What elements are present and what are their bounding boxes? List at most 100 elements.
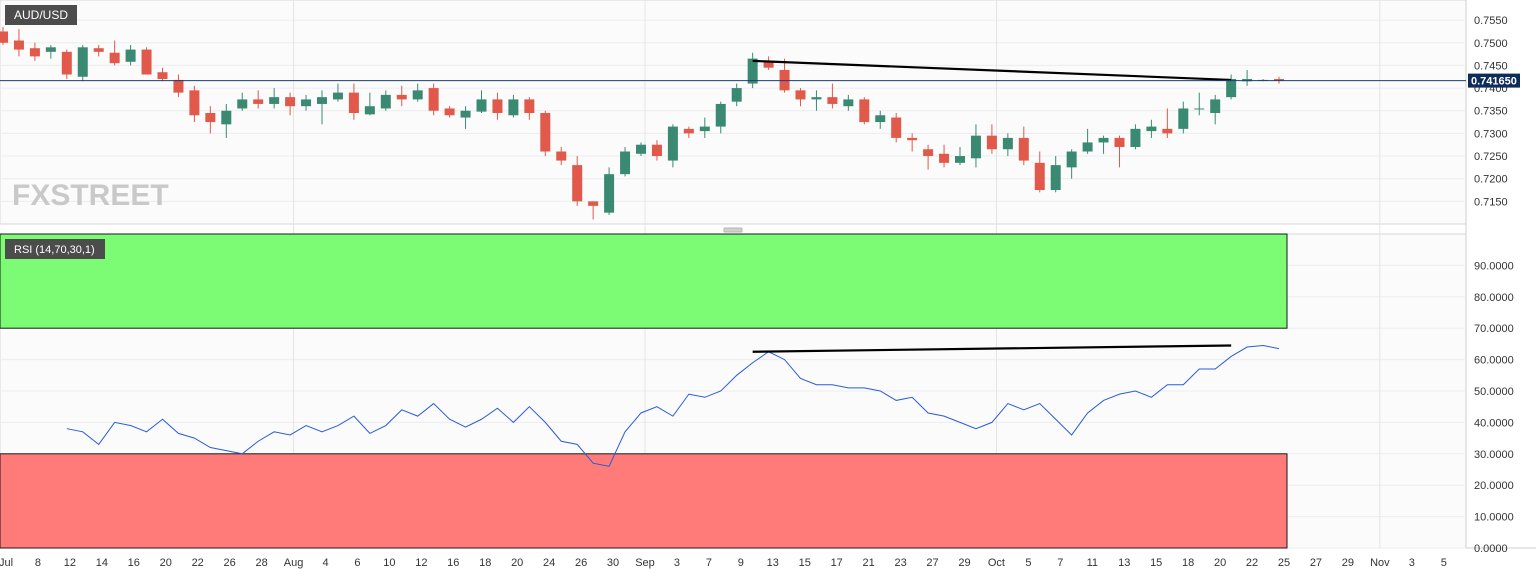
candle-body: [173, 79, 184, 93]
candle-body: [1210, 99, 1221, 113]
rsi-tick-label: 20.0000: [1474, 480, 1514, 492]
x-tick-label: 27: [1310, 557, 1322, 569]
x-tick-label: 11: [1087, 557, 1098, 569]
x-tick-label: 4: [322, 557, 328, 569]
candle-body: [1146, 126, 1157, 132]
candle-body: [109, 52, 120, 64]
x-tick-label: 16: [128, 557, 140, 569]
x-tick-label: 24: [543, 557, 555, 569]
candle-body: [189, 90, 200, 116]
rsi-trendline: [752, 344, 1232, 353]
candle-body: [827, 97, 838, 104]
candle-body: [508, 99, 519, 116]
x-tick-label: 21: [863, 557, 875, 569]
candle-body: [588, 201, 599, 206]
x-tick-label: 28: [255, 557, 267, 569]
y-axis-labels: 0.75500.75000.74500.74000.73500.73000.72…: [1474, 15, 1514, 555]
candle-body: [1098, 137, 1109, 143]
candle-body: [93, 48, 104, 52]
candle-body: [1130, 128, 1141, 147]
price-tick-label: 0.7250: [1474, 151, 1508, 163]
candle-body: [1034, 162, 1045, 191]
candle-body: [1114, 137, 1125, 147]
candle-body: [205, 113, 216, 123]
candle-body: [412, 90, 423, 100]
candle-body: [29, 48, 40, 57]
x-tick-label: 25: [1278, 557, 1290, 569]
candle-body: [683, 128, 694, 134]
x-tick-label: 5: [1025, 557, 1031, 569]
x-tick-label: 7: [1057, 557, 1063, 569]
candle-body: [45, 47, 56, 52]
candle-body: [253, 99, 264, 104]
candle-body: [556, 151, 567, 161]
candle-body: [811, 97, 822, 100]
current-price-tag-bg: [1468, 73, 1520, 88]
candle-body: [859, 99, 870, 123]
current-price-tag: 0.741650: [1471, 76, 1517, 88]
x-tick-label: 20: [511, 557, 523, 569]
watermark: FXSTREET: [12, 179, 169, 212]
x-tick-label: 22: [192, 557, 204, 569]
trendlines: [752, 59, 1232, 353]
x-tick-label: 18: [479, 557, 491, 569]
rsi-tick-label: 30.0000: [1474, 449, 1514, 461]
x-tick-label: 22: [1246, 557, 1258, 569]
rsi-tick-label: 90.0000: [1474, 260, 1514, 272]
x-tick-label: 14: [96, 557, 108, 569]
candle-body: [237, 99, 248, 109]
x-tick-label: 26: [575, 557, 587, 569]
candle-body: [1162, 128, 1173, 134]
x-tick-label: 27: [926, 557, 938, 569]
x-tick-label: 29: [1342, 557, 1354, 569]
price-tick-label: 0.7500: [1474, 38, 1508, 50]
candle-body: [1194, 108, 1205, 110]
x-tick-label: Aug: [284, 557, 304, 569]
candle-body: [540, 113, 551, 152]
rsi-tick-label: 10.0000: [1474, 512, 1514, 524]
candle-body: [875, 115, 886, 123]
rsi-tick-label: 70.0000: [1474, 323, 1514, 335]
candle-body: [1050, 165, 1061, 191]
x-tick-label: 13: [767, 557, 779, 569]
candle-body: [667, 126, 678, 161]
rsi-label-bg: [5, 239, 105, 259]
candle-body: [651, 144, 662, 157]
rsi-tick-label: 60.0000: [1474, 355, 1514, 367]
candle-body: [348, 92, 359, 113]
candle-body: [317, 97, 327, 104]
x-tick-label: 13: [1118, 557, 1130, 569]
candle-body: [269, 97, 280, 104]
rsi-tick-label: 0.0000: [1474, 543, 1508, 555]
x-tick-label: 3: [1409, 557, 1415, 569]
candle-body: [907, 137, 918, 141]
candle-body: [285, 97, 296, 107]
candle-body: [301, 99, 312, 107]
oversold-zone: [0, 453, 1288, 549]
candlestick-series: [0, 26, 1284, 220]
candle-body: [428, 88, 439, 111]
candle-body: [955, 156, 965, 163]
candle-body: [843, 99, 854, 107]
x-tick-label: 5: [1441, 557, 1447, 569]
candle-body: [604, 174, 615, 213]
panel-resize-handle[interactable]: [723, 227, 743, 233]
candle-body: [699, 126, 710, 132]
candle-body: [636, 144, 646, 154]
x-tick-label: 15: [799, 557, 811, 569]
candle-body: [332, 92, 343, 100]
candle-body: [923, 149, 934, 157]
candle-body: [970, 135, 981, 159]
x-tick-label: 12: [415, 557, 427, 569]
rsi-tick-label: 40.0000: [1474, 417, 1514, 429]
candle-body: [986, 135, 997, 150]
x-tick-label: 17: [831, 557, 843, 569]
x-tick-label: 8: [35, 557, 41, 569]
x-tick-label: Sep: [635, 557, 655, 569]
candle-body: [939, 153, 950, 163]
x-tick-label: Oct: [988, 557, 1005, 569]
x-tick-label: 20: [1214, 557, 1226, 569]
x-tick-label: 18: [1182, 557, 1194, 569]
candle-body: [396, 94, 407, 100]
x-tick-label: Nov: [1370, 557, 1390, 569]
